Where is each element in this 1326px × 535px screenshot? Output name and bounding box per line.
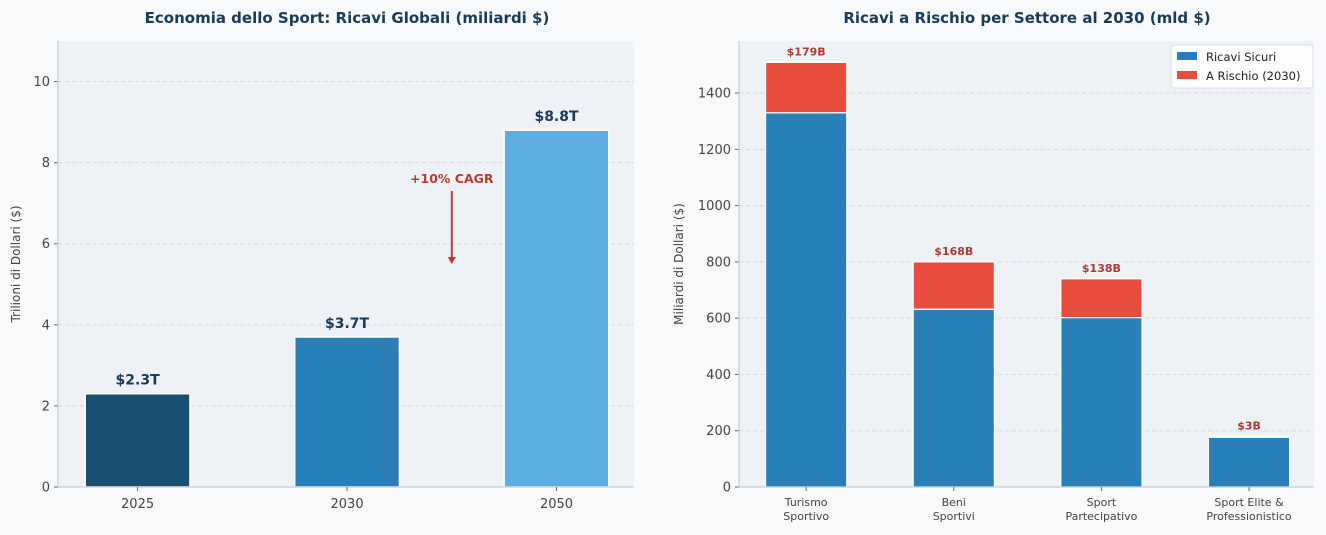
- legend-swatch-ricavi-sicuri: [1177, 52, 1197, 60]
- bar-ricavi-sicuri-beni-sportivi: [912, 308, 995, 488]
- bar-labels: $179B $168B $138B $3B: [787, 45, 1261, 432]
- x-tick-label: Sportivo: [783, 510, 829, 523]
- risk-chart: $179B $168B $138B $3B 0 200 400 600 800 1000 1200…: [672, 9, 1314, 523]
- x-tick-label: Professionistico: [1206, 510, 1292, 523]
- revenue-chart: $2.3T $3.7T $8.8T 0 2 4 6 8 10 2025 2030 2050 +10%…: [9, 9, 634, 512]
- y-tick-label: 400: [706, 368, 731, 383]
- bar-labels: $2.3T $3.7T $8.8T: [116, 109, 579, 389]
- grid-lines: [739, 92, 1314, 432]
- bar-risk-label: $3B: [1237, 419, 1261, 432]
- y-tick-label: 0: [723, 481, 731, 496]
- bar-value-label: $3.7T: [325, 316, 370, 332]
- bar-risk-label: $179B: [787, 45, 826, 58]
- axes: 0 2 4 6 8 10 2025 2030 2050: [33, 41, 634, 512]
- legend: Ricavi Sicuri A Rischio (2030): [1170, 44, 1314, 89]
- x-tick-label: Sport Elite &: [1214, 496, 1284, 509]
- cagr-annotation: +10% CAGR: [410, 171, 494, 186]
- bar-a-rischio-2030-beni-sportivi: [912, 261, 995, 310]
- bar-ricavi-sicuri-sport-elite-professionistico: [1207, 436, 1291, 488]
- x-tick-label: Partecipativo: [1065, 510, 1137, 523]
- y-tick-label: 1200: [698, 143, 731, 158]
- y-tick-label: 0: [42, 481, 50, 496]
- legend-swatch-a-rischio: [1177, 71, 1197, 79]
- bar-ricavi-sicuri-sport-partecipativo: [1060, 317, 1143, 488]
- y-axis-label: Trilioni di Dollari ($): [9, 205, 23, 323]
- bar-2025: [84, 392, 191, 488]
- legend-label-a-rischio: A Rischio (2030): [1206, 69, 1300, 83]
- arrow-down-icon: [447, 257, 456, 264]
- bar-ricavi-sicuri-turismo-sportivo: [764, 112, 848, 488]
- x-tick-label: 2025: [121, 497, 154, 512]
- x-tick-label: Sportivi: [933, 510, 975, 523]
- legend-label-ricavi-sicuri: Ricavi Sicuri: [1206, 50, 1276, 64]
- bar-value-label: $8.8T: [534, 109, 579, 125]
- y-tick-label: 1000: [698, 199, 731, 214]
- chart-title: Ricavi a Rischio per Settore al 2030 (ml…: [843, 9, 1210, 27]
- x-tick-label: Sport: [1087, 496, 1117, 509]
- y-tick-label: 6: [42, 237, 50, 252]
- bar-risk-label: $168B: [934, 245, 973, 258]
- x-tick-label: Turismo: [784, 496, 828, 509]
- x-tick-label: 2030: [331, 497, 364, 512]
- legend-box: [1170, 44, 1314, 89]
- x-tick-label: 2050: [540, 497, 573, 512]
- y-tick-label: 2: [42, 399, 50, 414]
- y-tick-label: 4: [42, 318, 50, 333]
- y-tick-label: 200: [706, 424, 731, 439]
- y-tick-label: 800: [706, 255, 731, 270]
- bar-risk-label: $138B: [1082, 262, 1121, 275]
- bar-a-rischio-2030-turismo-sportivo: [764, 61, 848, 114]
- bars: [84, 129, 610, 488]
- y-tick-label: 10: [33, 75, 50, 90]
- x-tick-label: Beni: [942, 496, 966, 509]
- bar-2050: [503, 129, 610, 488]
- bar-a-rischio-2030-sport-elite-professionistico: [1207, 435, 1291, 438]
- y-tick-label: 600: [706, 312, 731, 327]
- y-tick-label: 1400: [698, 87, 731, 102]
- annotations: +10% CAGR: [410, 171, 494, 264]
- y-axis-label: Miliardi di Dollari ($): [672, 203, 686, 325]
- y-tick-label: 8: [42, 156, 50, 171]
- chart-title: Economia dello Sport: Ricavi Globali (mi…: [145, 9, 550, 27]
- axes: 0 200 400 600 800 1000 1200 1400 TurismoSportivo…: [698, 41, 1314, 523]
- bar-2030: [293, 336, 401, 488]
- bar-value-label: $2.3T: [116, 373, 161, 389]
- bars: [764, 61, 1291, 488]
- bar-a-rischio-2030-sport-partecipativo: [1060, 278, 1143, 319]
